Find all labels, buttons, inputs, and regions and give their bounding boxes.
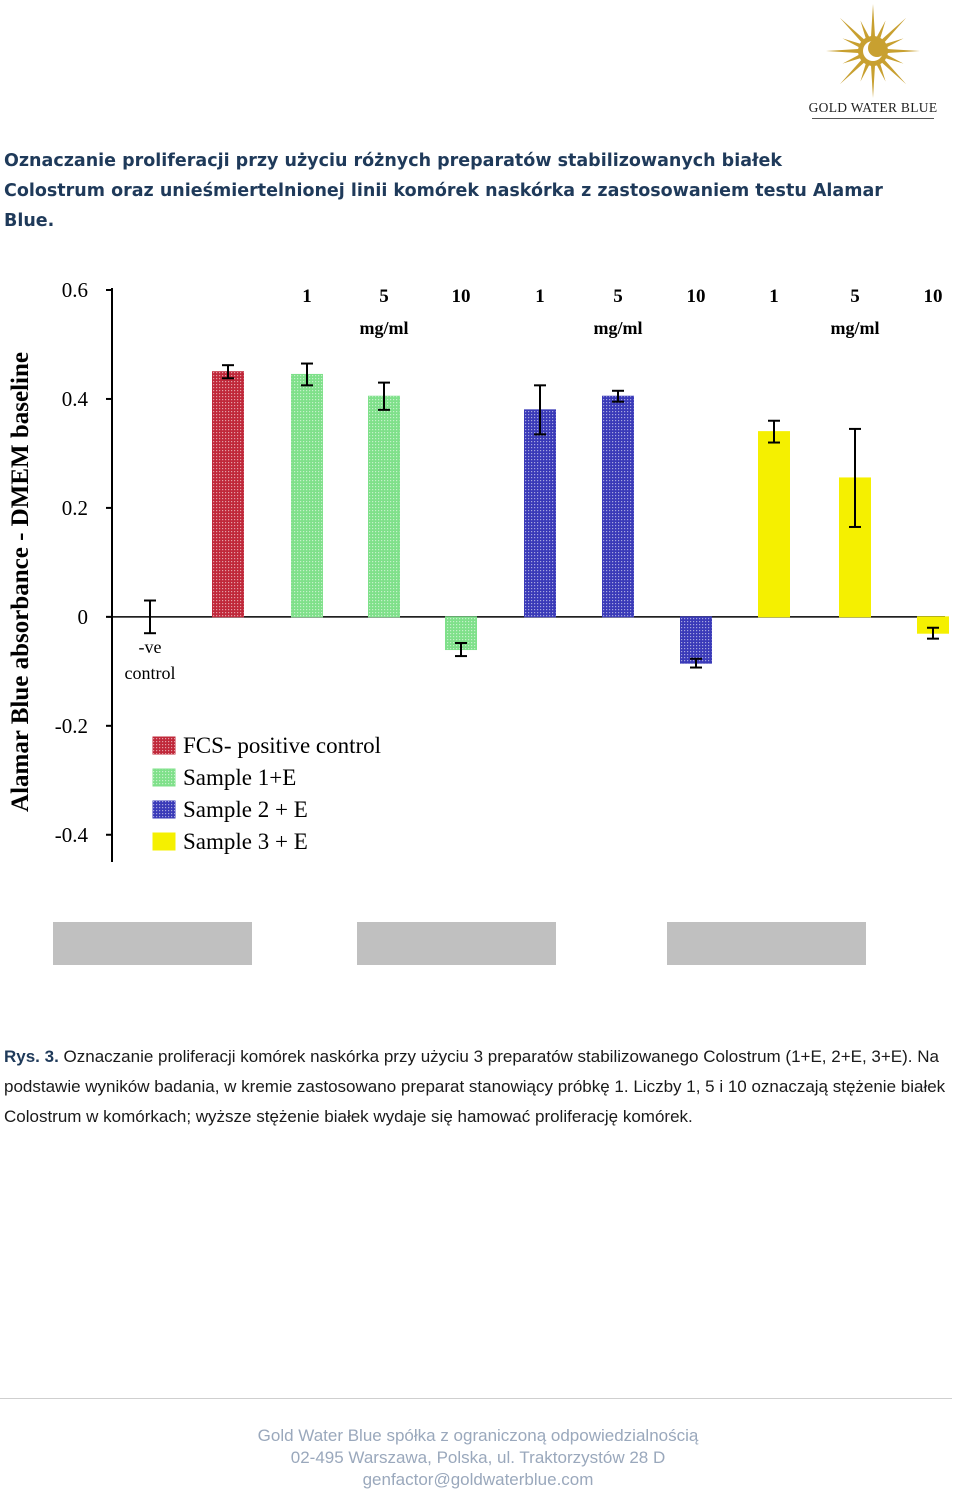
gray-placeholder-1 [53, 922, 252, 965]
caption-label: Rys. 3. [4, 1047, 59, 1066]
bar [758, 431, 790, 618]
figure-caption: Rys. 3. Oznaczanie proliferacji komórek … [4, 1042, 956, 1132]
concentration-label: 5 [613, 286, 623, 307]
concentration-label: 10 [687, 286, 706, 307]
bar-texture [680, 616, 712, 664]
logo-underline [812, 118, 934, 119]
concentration-label: 5 [379, 286, 389, 307]
legend-swatch-texture [153, 769, 175, 786]
control-label: control [125, 663, 176, 683]
y-tick-label: 0.6 [62, 278, 88, 302]
concentration-label: 1 [535, 286, 545, 307]
concentration-label: 1 [302, 286, 312, 307]
y-tick-label: 0 [78, 605, 89, 629]
company-logo: GOLD WATER BLUE [808, 0, 938, 125]
concentration-label: 1 [769, 286, 779, 307]
y-axis-title: Alamar Blue absorbance - DMEM baseline [7, 352, 34, 812]
concentration-label: 5 [850, 286, 860, 307]
caption-text: Oznaczanie proliferacji komórek naskórka… [4, 1047, 946, 1126]
document-title: Oznaczanie proliferacji przy użyciu różn… [4, 151, 883, 231]
concentration-label: 10 [924, 286, 943, 307]
sun-logo-icon [826, 4, 920, 98]
bar-texture [602, 396, 634, 617]
footer-address: 02-495 Warszawa, Polska, ul. Traktorzyst… [290, 1448, 666, 1467]
logo-wordmark: GOLD WATER BLUE [808, 100, 938, 115]
bar-texture [524, 409, 556, 617]
bar-texture [368, 396, 400, 617]
control-label: -ve [139, 637, 162, 657]
concentration-label: 10 [452, 286, 471, 307]
legend-swatch-texture [153, 737, 175, 754]
legend-swatch [152, 832, 176, 851]
footer-company: Gold Water Blue spółka z ograniczoną odp… [257, 1426, 699, 1445]
y-tick-label: 0.4 [62, 387, 89, 411]
footer: Gold Water Blue spółka z ograniczoną odp… [0, 1425, 956, 1491]
bar-texture [212, 371, 244, 617]
legend-swatch-texture [153, 801, 175, 818]
unit-label: mg/ml [594, 318, 643, 338]
bar-texture [291, 374, 323, 617]
legend-label: Sample 3 + E [183, 829, 308, 854]
unit-label: mg/ml [360, 318, 409, 338]
y-tick-label: -0.4 [55, 823, 89, 847]
legend-label: Sample 1+E [183, 765, 296, 790]
gray-placeholder-3 [667, 922, 866, 965]
unit-label: mg/ml [831, 318, 880, 338]
gray-placeholder-2 [357, 922, 556, 965]
alamar-blue-bar-chart: 0.6 0.4 0.2 0 -0.2 -0.4 Alamar Blue absorbance… [7, 278, 949, 862]
y-tick-label: -0.2 [55, 714, 88, 738]
y-tick-label: 0.2 [62, 496, 88, 520]
footer-divider [0, 1398, 952, 1399]
legend-label: FCS- positive control [183, 733, 381, 758]
legend-label: Sample 2 + E [183, 797, 308, 822]
footer-email: genfactor@goldwaterblue.com [362, 1470, 594, 1489]
